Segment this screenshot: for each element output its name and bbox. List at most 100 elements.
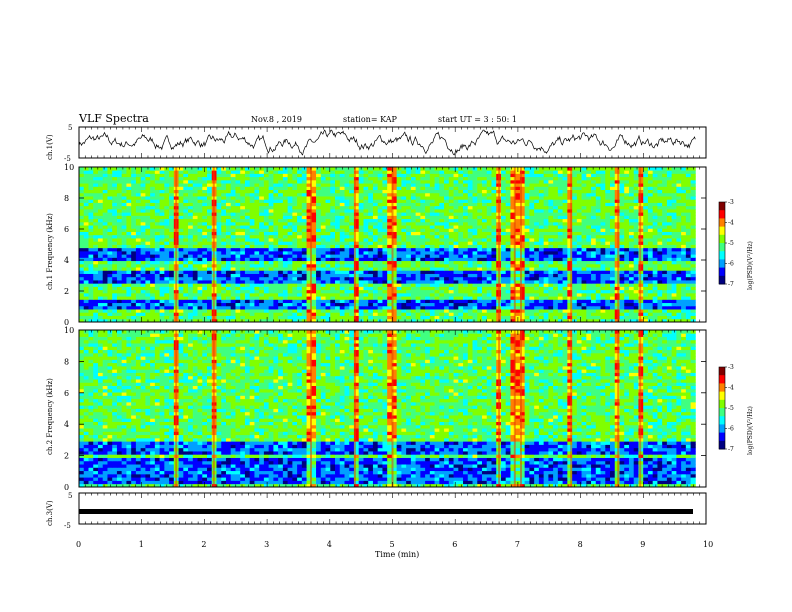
spectrogram-cell [647,205,654,210]
spectrogram-cell [282,299,289,304]
spectrogram-cell [491,212,497,216]
spectrogram-cell [534,257,540,262]
spectrogram-cell [225,241,232,245]
spectrogram-cell [666,212,673,216]
spectrogram-cell [477,305,483,310]
spectrogram-cell [83,221,89,226]
spectrogram-cell [244,305,251,310]
spectrogram-cell [330,215,336,220]
spectrogram-cell [595,215,601,220]
spectrogram-cell [543,280,549,284]
spectrogram-cell [628,276,635,281]
spectrogram-cell [543,247,549,252]
spectrogram-cell [406,260,412,265]
spectrogram-cell [610,212,616,216]
spectrogram-cell [472,267,478,271]
spectrogram-cell [576,208,582,213]
spectrogram-cell [335,276,341,281]
spectrogram-cell [154,228,160,232]
spectrogram-cell [278,234,284,239]
spectrogram-cell [553,228,559,232]
spectrogram-cell [154,312,160,316]
spectrogram-cell [330,289,336,294]
spectrogram-cell [325,263,331,268]
spectrogram-cell [83,247,89,252]
spectrogram-cell [188,260,194,265]
spectrogram-cell [273,318,279,323]
spectrogram-cell [391,263,398,268]
spectrogram-cell [586,234,592,239]
spectrogram-cell [671,280,677,284]
spectrogram-cell [548,221,554,226]
spectrogram-cell [202,318,208,323]
spectrogram-cell [647,312,654,316]
spectrogram-cell [126,221,132,226]
spectrogram-cell [112,292,118,297]
spectrogram-cell [610,273,616,278]
spectrogram-cell [406,221,412,226]
spectrogram-cell [391,238,398,242]
spectrogram-cell [444,254,450,258]
spectrogram-cell [150,208,156,213]
spectrogram-cell [282,283,289,287]
spectrogram-cell [382,299,388,304]
spectrogram-cell [235,302,241,307]
spectrogram-cell [349,238,355,242]
spectrogram-cell [458,318,464,323]
spectrogram-cell [619,299,625,304]
spectrogram-cell [164,218,170,223]
spectrogram-cell [666,202,673,207]
spectrogram-cell [624,309,630,313]
spectrogram-cell [330,225,336,229]
spectrogram-cell [391,276,398,281]
spectrogram-cell [297,208,303,213]
spectrogram-cell [335,289,341,294]
spectrogram-cell [467,241,473,245]
spectrogram-cell [662,250,668,255]
spectrogram-cell [263,234,270,239]
spectrogram-cell [529,199,535,203]
spectrogram-cell [576,280,582,284]
spectrogram-cell [159,231,165,236]
spectrogram-cell [529,286,535,291]
spectrogram-cell [216,270,222,274]
spectrogram-cell [477,215,483,220]
spectrogram-cell [207,234,213,239]
spectrogram-cell [515,299,521,304]
spectrogram-cell [292,231,298,236]
spectrogram-cell [145,283,151,287]
spectrogram-cell [624,199,630,203]
spectrogram-cell [538,250,545,255]
spectrogram-cell [154,221,160,226]
spectrogram-cell [425,247,431,252]
spectrogram-cell [458,280,464,284]
spectrogram-cell [97,208,104,213]
spectrogram-cell [572,312,578,316]
spectrogram-cell [600,309,606,313]
spectrogram-cell [192,312,198,316]
spectrogram-cell [93,289,99,294]
spectrogram-cell [353,215,360,220]
spectrogram-cell [97,231,104,236]
spectrogram-cell [610,199,616,203]
spectrogram-cell [662,289,668,294]
spectrogram-cell [107,267,113,271]
spectrogram-cell [401,212,407,216]
spectrogram-cell [372,263,379,268]
spectrogram-cell [510,318,516,323]
spectrogram-cell [453,267,459,271]
spectrogram-cell [268,218,274,223]
spectrogram-cell [472,305,478,310]
spectrogram-cell [671,212,677,216]
spectrogram-cell [633,289,639,294]
spectrogram-cell [135,225,142,229]
spectrogram-cell [576,276,582,281]
spectrogram-cell [344,263,350,268]
spectrogram-cell [548,283,554,287]
spectrogram-cell [557,247,563,252]
spectrogram-cell [633,199,639,203]
spectrogram-cell [610,315,616,320]
spectrogram-cell [529,247,535,252]
spectrogram-cell [83,315,89,320]
spectrogram-cell [382,289,388,294]
